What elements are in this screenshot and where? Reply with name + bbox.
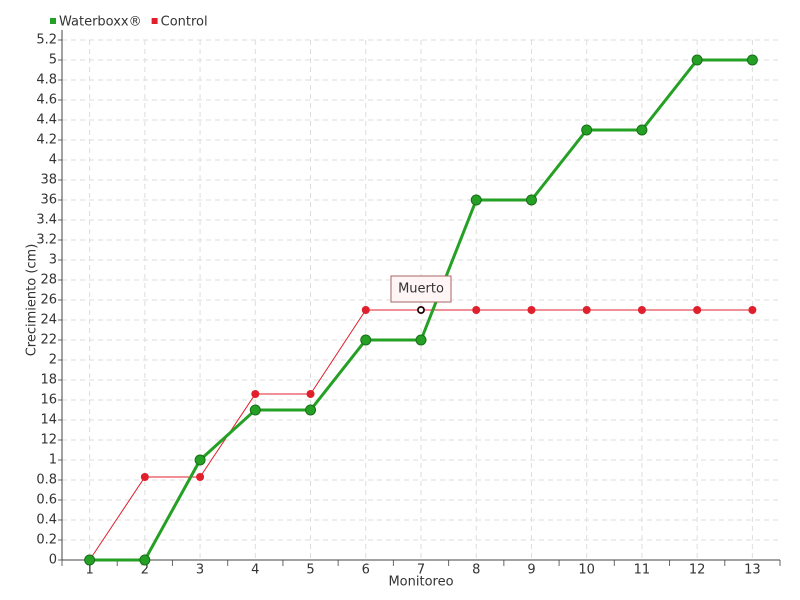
x-tick-label: 4 — [251, 563, 259, 578]
point — [360, 334, 372, 346]
y-tick-label: 0.4 — [36, 513, 57, 528]
point — [361, 306, 370, 314]
y-tick-label: 5 — [49, 53, 57, 68]
point — [249, 404, 261, 416]
y-tick-label: 24 — [40, 313, 57, 328]
y-tick-label: 2 — [49, 353, 57, 368]
point — [691, 54, 703, 66]
y-tick-label: 5.2 — [36, 33, 57, 48]
point — [415, 334, 427, 346]
y-tick-label: 4.6 — [36, 93, 57, 108]
x-tick-label: 9 — [527, 563, 535, 578]
point — [196, 473, 205, 481]
x-tick-label: 5 — [306, 563, 314, 578]
y-tick-label: 3.4 — [36, 213, 57, 228]
x-tick-label: 2 — [141, 563, 149, 578]
point — [582, 306, 591, 314]
point — [305, 404, 317, 416]
y-tick-label: 28 — [40, 273, 57, 288]
point — [693, 306, 702, 314]
point — [251, 390, 260, 398]
legend-swatch — [151, 18, 158, 24]
y-tick-label: 3.2 — [36, 233, 57, 248]
y-tick-label: 4.8 — [36, 73, 57, 88]
y-tick-label: 14 — [40, 413, 57, 428]
y-axis-label: Crecimiento (cm) — [25, 244, 40, 357]
x-axis-label: Monitoreo — [388, 575, 453, 590]
point — [748, 306, 757, 314]
point — [581, 124, 593, 136]
y-tick-label: 12 — [40, 433, 57, 448]
annotation-marker — [417, 306, 425, 314]
y-tick-label: 0.6 — [36, 493, 57, 508]
y-tick-label: 4.2 — [36, 133, 57, 148]
annotation-text: Muerto — [398, 282, 444, 297]
point — [470, 194, 482, 206]
y-tick-label: 36 — [40, 193, 57, 208]
y-tick-label: 0.2 — [36, 533, 57, 548]
y-tick-label: 1 — [49, 453, 57, 468]
x-tick-label: 6 — [362, 563, 370, 578]
x-tick-label: 13 — [744, 563, 761, 578]
x-tick-label: 7 — [417, 563, 425, 578]
y-tick-label: 38 — [40, 173, 57, 188]
x-tick-label: 11 — [634, 563, 651, 578]
y-tick-label: 0 — [49, 553, 57, 568]
point — [525, 194, 537, 206]
point — [84, 554, 96, 566]
y-tick-label: 4 — [49, 153, 57, 168]
point — [472, 306, 481, 314]
point — [194, 454, 206, 466]
x-tick-label: 10 — [578, 563, 595, 578]
y-tick-label: 16 — [40, 393, 57, 408]
point — [306, 390, 315, 398]
x-tick-label: 8 — [472, 563, 480, 578]
annotation-box — [390, 275, 452, 303]
legend-label: Waterboxx® — [59, 15, 142, 30]
y-tick-label: 22 — [40, 333, 57, 348]
legend-label: Control — [161, 15, 208, 30]
y-tick-label: 0.8 — [36, 473, 57, 488]
x-tick-label: 12 — [689, 563, 706, 578]
legend-swatch — [50, 18, 56, 24]
y-tick-label: 4.4 — [36, 113, 57, 128]
point — [746, 54, 758, 66]
y-tick-label: 3 — [49, 253, 57, 268]
point — [636, 124, 648, 136]
point — [527, 306, 536, 314]
y-tick-label: 26 — [40, 293, 57, 308]
point — [140, 473, 149, 481]
y-tick-label: 18 — [40, 373, 57, 388]
x-tick-label: 3 — [196, 563, 204, 578]
point — [637, 306, 646, 314]
x-tick-label: 1 — [85, 563, 93, 578]
point — [139, 554, 151, 566]
